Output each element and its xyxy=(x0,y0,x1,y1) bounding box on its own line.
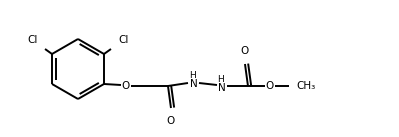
Text: N: N xyxy=(218,83,226,93)
Text: H: H xyxy=(190,71,196,80)
Text: N: N xyxy=(190,79,198,89)
Text: O: O xyxy=(122,81,130,91)
Text: Cl: Cl xyxy=(118,35,128,45)
Text: O: O xyxy=(167,116,175,126)
Text: O: O xyxy=(266,81,274,91)
Text: CH₃: CH₃ xyxy=(296,81,315,91)
Text: H: H xyxy=(217,75,224,84)
Text: O: O xyxy=(241,46,249,56)
Text: Cl: Cl xyxy=(28,35,38,45)
